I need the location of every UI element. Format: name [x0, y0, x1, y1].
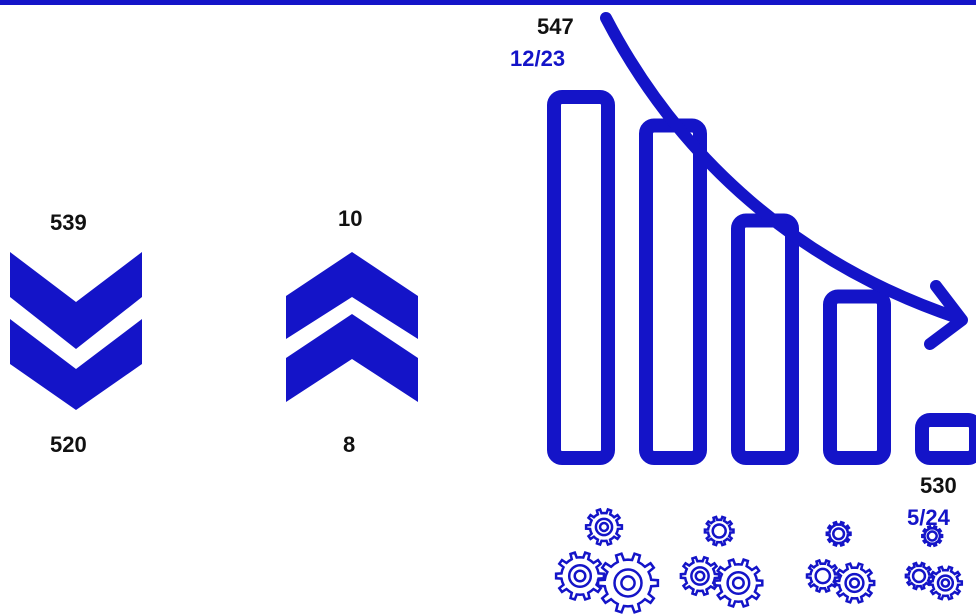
middle-bottom-value: 8 [343, 432, 356, 457]
gear-icon-left-1 [554, 551, 606, 601]
left-bottom-value: 520 [50, 432, 87, 457]
start-date-label: 12/23 [510, 46, 566, 71]
gear-icon-left-2 [679, 555, 721, 597]
gear-icon-big-1 [596, 552, 660, 614]
gear-icon-left-3 [805, 558, 840, 594]
gear-icon-big-3 [833, 562, 876, 604]
gear-icon-small-4 [921, 524, 944, 548]
end-value-label: 530 [920, 473, 957, 498]
gear-icon-big-2 [713, 558, 764, 608]
gear-icon-small-2 [703, 515, 735, 547]
start-value-label: 547 [537, 14, 574, 39]
bar-5 [915, 413, 976, 465]
bar-4 [823, 289, 891, 465]
gear-icon-small-3 [825, 520, 852, 547]
middle-top-value: 10 [338, 206, 363, 231]
left-top-value: 539 [50, 210, 87, 235]
bar-1 [547, 90, 615, 465]
top-accent-bar [0, 0, 976, 5]
gear-icon-small-1 [584, 507, 624, 547]
gear-icon-big-4 [927, 565, 964, 601]
